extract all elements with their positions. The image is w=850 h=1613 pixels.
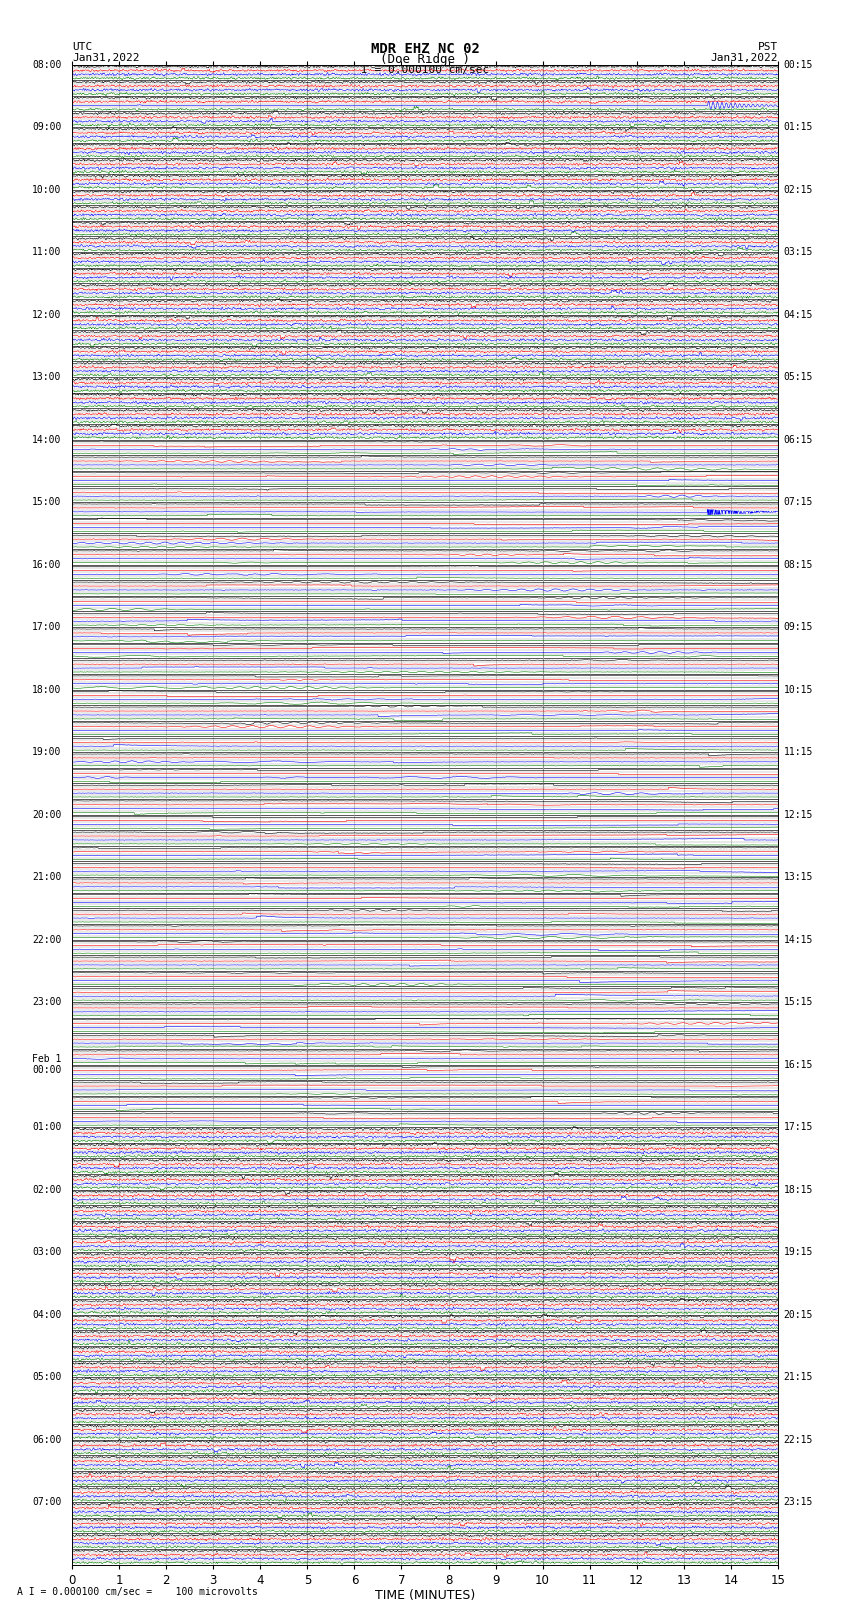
Text: 10:00: 10:00	[32, 184, 62, 195]
Text: 22:15: 22:15	[784, 1434, 813, 1445]
Text: 02:00: 02:00	[32, 1184, 62, 1195]
Text: 08:00: 08:00	[32, 60, 62, 69]
Text: 08:15: 08:15	[784, 560, 813, 569]
Text: 19:00: 19:00	[32, 747, 62, 756]
Text: 09:00: 09:00	[32, 123, 62, 132]
Text: 01:00: 01:00	[32, 1123, 62, 1132]
Text: 00:15: 00:15	[784, 60, 813, 69]
Text: 12:00: 12:00	[32, 310, 62, 319]
Text: UTC: UTC	[72, 42, 93, 52]
Text: 06:00: 06:00	[32, 1434, 62, 1445]
Text: 02:15: 02:15	[784, 184, 813, 195]
Text: Jan31,2022: Jan31,2022	[72, 53, 139, 63]
Text: 17:00: 17:00	[32, 623, 62, 632]
Text: 01:15: 01:15	[784, 123, 813, 132]
Text: 18:00: 18:00	[32, 684, 62, 695]
Text: 04:15: 04:15	[784, 310, 813, 319]
X-axis label: TIME (MINUTES): TIME (MINUTES)	[375, 1589, 475, 1602]
Text: 10:15: 10:15	[784, 684, 813, 695]
Text: 13:15: 13:15	[784, 873, 813, 882]
Text: 17:15: 17:15	[784, 1123, 813, 1132]
Text: 14:15: 14:15	[784, 934, 813, 945]
Text: (Doe Ridge ): (Doe Ridge )	[380, 53, 470, 66]
Text: 15:15: 15:15	[784, 997, 813, 1007]
Text: A I = 0.000100 cm/sec =    100 microvolts: A I = 0.000100 cm/sec = 100 microvolts	[17, 1587, 258, 1597]
Text: 13:00: 13:00	[32, 373, 62, 382]
Text: 04:00: 04:00	[32, 1310, 62, 1319]
Text: 15:00: 15:00	[32, 497, 62, 506]
Text: 23:00: 23:00	[32, 997, 62, 1007]
Text: PST: PST	[757, 42, 778, 52]
Text: Jan31,2022: Jan31,2022	[711, 53, 778, 63]
Text: 07:00: 07:00	[32, 1497, 62, 1507]
Text: 05:00: 05:00	[32, 1373, 62, 1382]
Text: 12:15: 12:15	[784, 810, 813, 819]
Text: 21:15: 21:15	[784, 1373, 813, 1382]
Text: 19:15: 19:15	[784, 1247, 813, 1257]
Text: 05:15: 05:15	[784, 373, 813, 382]
Text: 14:00: 14:00	[32, 434, 62, 445]
Text: 20:00: 20:00	[32, 810, 62, 819]
Text: 11:00: 11:00	[32, 247, 62, 256]
Text: 09:15: 09:15	[784, 623, 813, 632]
Text: 03:00: 03:00	[32, 1247, 62, 1257]
Text: MDR EHZ NC 02: MDR EHZ NC 02	[371, 42, 479, 56]
Text: 23:15: 23:15	[784, 1497, 813, 1507]
Text: 03:15: 03:15	[784, 247, 813, 256]
Text: Feb 1
00:00: Feb 1 00:00	[32, 1053, 62, 1076]
Text: 20:15: 20:15	[784, 1310, 813, 1319]
Text: 06:15: 06:15	[784, 434, 813, 445]
Text: 22:00: 22:00	[32, 934, 62, 945]
Text: 16:15: 16:15	[784, 1060, 813, 1069]
Text: 07:15: 07:15	[784, 497, 813, 506]
Text: 11:15: 11:15	[784, 747, 813, 756]
Text: 16:00: 16:00	[32, 560, 62, 569]
Text: 21:00: 21:00	[32, 873, 62, 882]
Text: I = 0.000100 cm/sec: I = 0.000100 cm/sec	[361, 65, 489, 74]
Text: 18:15: 18:15	[784, 1184, 813, 1195]
